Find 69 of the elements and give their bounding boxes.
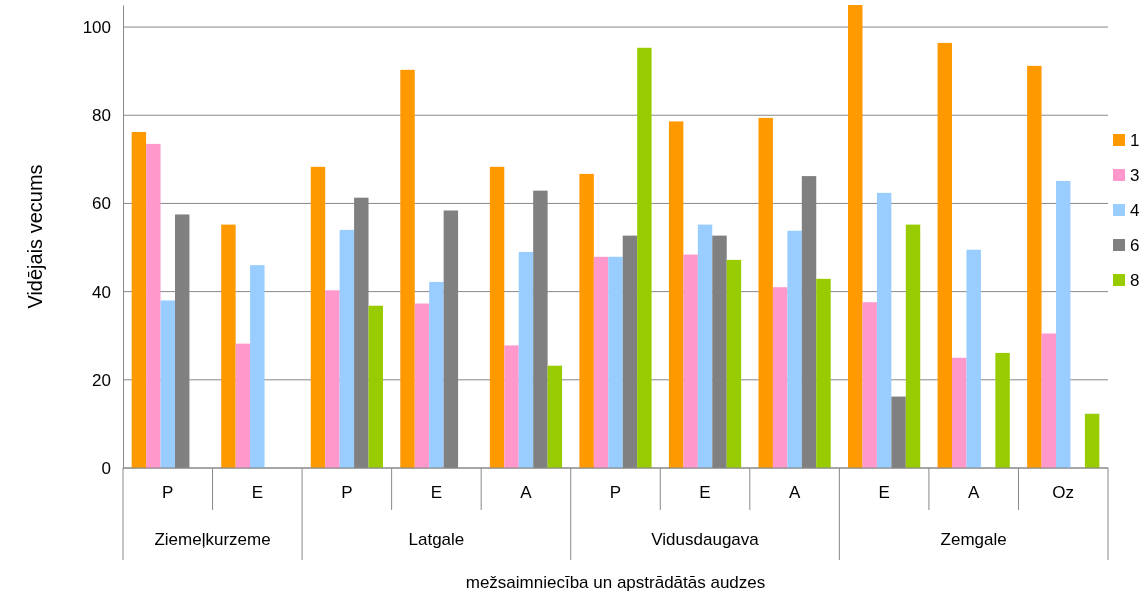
bar [787, 230, 802, 468]
bar [758, 117, 773, 468]
x-tick-label: E [251, 483, 263, 502]
text: Vidusdaugava [651, 530, 760, 549]
legend-label: 8 [1130, 271, 1140, 290]
bar [221, 224, 236, 468]
bar [683, 254, 698, 468]
x-tick-label: A [520, 483, 533, 502]
bar [250, 265, 265, 468]
bar [579, 173, 594, 468]
legend-label: 1 [1130, 131, 1140, 150]
x-tick-label: P [162, 483, 174, 502]
bar [325, 290, 340, 468]
bar [668, 121, 684, 468]
text: Latgale [408, 530, 465, 549]
y-tick-label: 60 [92, 194, 111, 214]
bar [1027, 65, 1042, 468]
bar [697, 224, 713, 468]
bar [414, 303, 430, 468]
legend-label: 4 [1130, 201, 1140, 220]
x-tick-label: P [609, 483, 622, 502]
bar [1084, 413, 1100, 468]
bar [547, 365, 563, 468]
bar [518, 251, 534, 468]
bar [1056, 180, 1071, 468]
x-axis-title: mežsaimniecība un apstrādātās audzes [465, 573, 766, 592]
text: Ziemeļkurzeme [154, 530, 271, 549]
y-axis-title: Vidējais vecums [24, 164, 46, 309]
x-tick-label: A [968, 483, 981, 502]
bar [160, 300, 175, 468]
bar [848, 5, 863, 468]
y-tick-label: 100 [82, 17, 111, 37]
y-tick-label: 40 [92, 282, 111, 302]
bar [995, 352, 1010, 468]
bar [1041, 333, 1056, 468]
bar [131, 131, 147, 468]
y-tick-label: 80 [92, 106, 111, 126]
x-tick-label: A [788, 483, 801, 502]
x-tick-label: E [430, 483, 443, 502]
bar [608, 256, 623, 468]
bar [772, 287, 788, 468]
bar [726, 259, 742, 468]
bar [146, 143, 161, 468]
text: Zemgale [940, 530, 1007, 549]
legend-label: 6 [1130, 236, 1140, 255]
bar [339, 229, 355, 468]
bar [966, 249, 981, 468]
bar [489, 166, 505, 468]
bar [235, 343, 251, 468]
bar [310, 166, 326, 468]
bar [429, 281, 444, 468]
x-tick-label: Oz [1052, 483, 1075, 502]
bar [504, 345, 519, 468]
bar [637, 47, 652, 468]
bar [876, 192, 892, 468]
x-tick-label: E [878, 483, 890, 502]
bar [905, 224, 921, 468]
y-tick-label: 0 [101, 458, 111, 478]
bar [937, 42, 953, 468]
y-tick-label: 20 [92, 370, 111, 390]
bar [400, 69, 415, 468]
legend-label: 3 [1130, 166, 1140, 185]
x-tick-label: P [341, 483, 353, 502]
bar [368, 305, 383, 468]
x-tick-label: E [699, 483, 711, 502]
bar [952, 357, 967, 468]
bar [593, 256, 609, 468]
bar [862, 302, 877, 468]
bar [816, 278, 831, 468]
